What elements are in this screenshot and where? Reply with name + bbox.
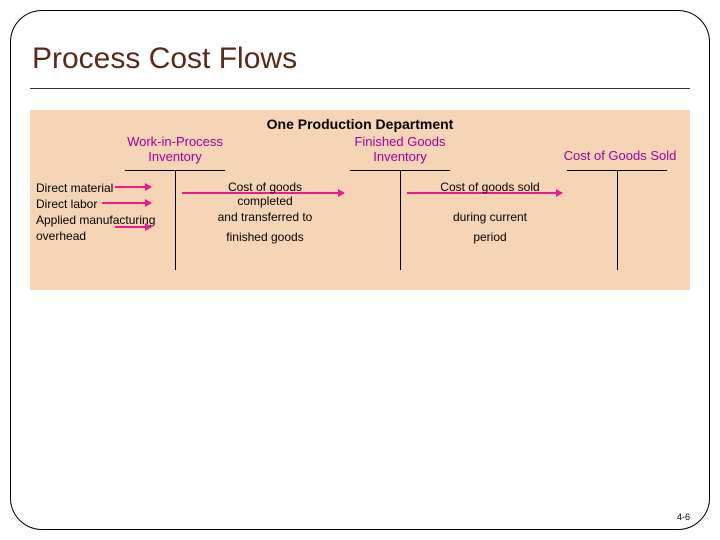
account-header-fg: Finished Goods Inventory [330, 134, 470, 164]
arrow-dm [115, 186, 151, 188]
flow1-line1: Cost of goods completed [200, 180, 330, 208]
flow2-line1: Cost of goods sold [430, 180, 550, 194]
flow1-line3: finished goods [200, 230, 330, 244]
input-direct-labor: Direct labor [36, 196, 97, 212]
page-number: 4-6 [677, 512, 690, 522]
input-overhead: overhead [36, 228, 86, 244]
flow2-line2: during current [430, 210, 550, 224]
account-header-wip: Work-in-Process Inventory [105, 134, 245, 164]
t-account-cogs [567, 170, 667, 270]
t-stem [175, 170, 176, 270]
slide-title: Process Cost Flows [32, 42, 297, 76]
flow2-line3: period [430, 230, 550, 244]
input-direct-material: Direct material [36, 180, 113, 196]
flow1-line2: and transferred to [200, 210, 330, 224]
arrow-oh [115, 226, 151, 228]
header-line2: Inventory [373, 149, 426, 164]
header-line2: Inventory [148, 149, 201, 164]
account-header-cogs: Cost of Goods Sold [550, 148, 690, 163]
t-stem [617, 170, 618, 270]
department-title: One Production Department [30, 116, 690, 132]
header-line1: Finished Goods [354, 134, 445, 149]
cost-flow-diagram: One Production Department Work-in-Proces… [30, 110, 690, 290]
header-line1: Cost of Goods Sold [564, 148, 677, 163]
title-underline [30, 88, 690, 89]
t-stem [400, 170, 401, 270]
arrow-dl [102, 202, 151, 204]
header-line1: Work-in-Process [127, 134, 223, 149]
